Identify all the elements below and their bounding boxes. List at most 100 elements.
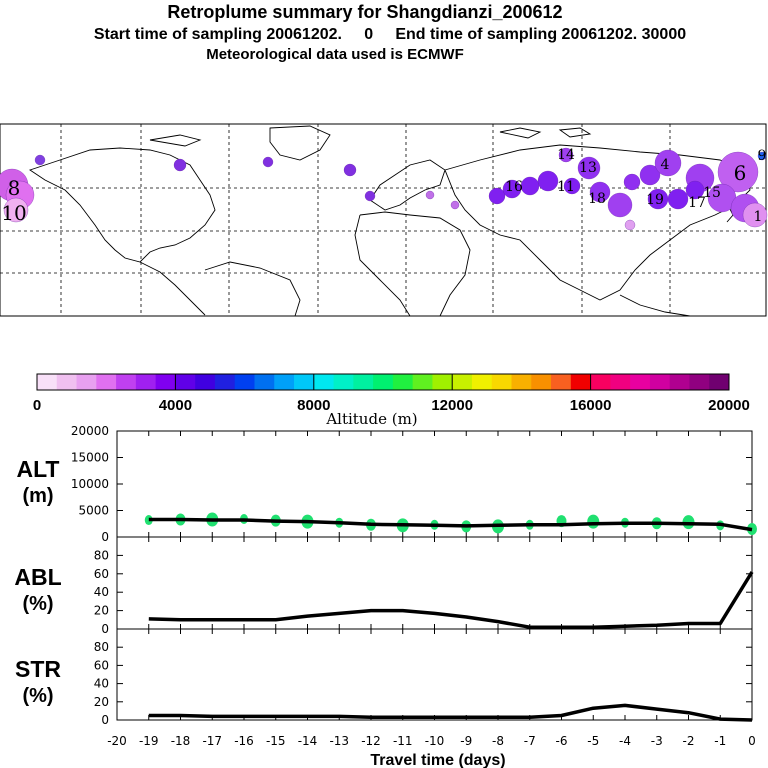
map-trajectory-label: 13 [579,160,597,176]
y-tick-label: 40 [94,677,109,691]
x-axis-title: Travel time (days) [370,752,505,768]
colorbar-swatch [452,374,473,390]
plume-marker [364,190,376,202]
map-trajectory-label: 19 [646,192,664,208]
plume-marker [639,164,661,186]
y-tick-label: 80 [94,548,109,562]
x-tick-label: -20 [107,734,127,748]
plume-marker [685,180,705,200]
panel-ylabel: ABL [14,564,61,590]
colorbar-swatch [610,374,631,390]
plume-marker [502,179,522,199]
y-tick-label: 20 [94,604,109,618]
met-data-note: Meteorological data used is ECMWF [206,46,464,63]
colorbar-swatch [630,374,651,390]
x-tick-label: -11 [393,734,413,748]
x-tick-label: -9 [460,734,472,748]
plume-marker [563,177,581,195]
panel-ylabel: ALT [16,456,59,482]
plume-marker [624,219,636,231]
colorbar-swatch [392,374,414,390]
colorbar-swatch [214,374,236,390]
map-frame [0,123,767,317]
plume-marker [34,154,46,166]
colorbar-swatch [96,374,117,390]
x-tick-label: -17 [202,734,222,748]
x-tick-label: -6 [556,734,568,748]
colorbar-swatch [432,374,453,390]
colorbar-swatch [709,374,730,390]
colorbar-tick-label: 8000 [297,397,330,414]
x-tick-label: -3 [651,734,663,748]
colorbar-swatch [234,374,255,390]
colorbar-swatch [254,374,275,390]
colorbar-swatch [274,374,295,390]
y-tick-label: 40 [94,585,109,599]
coastlines [28,125,751,317]
colorbar-tick-label: 0 [33,397,41,414]
series-line [148,571,754,629]
plume-marker [667,188,689,210]
x-tick-label: -1 [714,734,726,748]
map-trajectory-label: 9 [758,148,767,164]
x-tick-label: -5 [587,734,599,748]
x-tick-label: -16 [234,734,254,748]
colorbar-swatch [175,374,196,390]
colorbar-swatch [649,374,671,390]
colorbar-swatch [353,374,374,390]
plume-marker [757,151,767,161]
map-graticule [0,124,766,316]
y-tick-label: 80 [94,640,109,654]
panel-alt: 0 5000 10000 15000 20000 ALT (m) [16,424,757,544]
y-tick-label: 20000 [71,424,109,438]
colorbar-frame [36,373,730,391]
y-tick-label: 15000 [71,451,109,465]
plume-marker [425,190,435,200]
map-trajectory-label: 8 [8,176,21,200]
map-trajectory-label: 11 [557,179,575,195]
plume-marker [3,197,29,223]
series-line [148,703,753,722]
colorbar-tick-label: 16000 [570,397,612,414]
colorbar-swatch [313,374,335,390]
colorbar-swatch [135,374,157,390]
panel-ylabel: (%) [22,685,53,707]
map-trajectory-label: 18 [588,191,606,207]
plume-marker [717,151,759,193]
colorbar-swatch [590,374,611,390]
y-tick-label: 60 [94,658,109,672]
map-trajectory-label: 14 [557,147,575,163]
x-tick-label: -15 [266,734,286,748]
colorbar-swatch [471,374,493,390]
panel-ylabel: (%) [22,593,53,615]
colorbar-swatch [669,374,690,390]
plume-marker [623,173,641,191]
panel-str: 0 20 40 60 80 STR (%) [15,628,753,727]
x-tick-label: -2 [683,734,695,748]
plume-marker [537,170,559,192]
y-tick-label: 0 [101,713,109,727]
y-tick-label: 60 [94,567,109,581]
map-trajectory-label: 10 [1,201,26,225]
panel-ylabel: (m) [22,485,53,507]
colorbar-tick-label: 20000 [708,397,750,414]
series-line [148,517,753,532]
alt-plume-dot [144,515,153,526]
y-tick-label: 5000 [78,504,109,518]
x-tick-label: 0 [748,734,756,748]
colorbar-title: Altitude (m) [325,410,417,428]
altitude-colorbar: 0 4000 8000 12000 16000 20000 Altitude (m) [33,373,750,428]
colorbar-swatch [491,374,513,390]
colorbar-swatch [570,374,592,390]
plume-marker [589,181,611,203]
colorbar-swatch [56,374,78,390]
y-tick-label: 0 [101,530,109,544]
plume-marker [520,176,540,196]
x-tick-label: -19 [139,734,159,748]
colorbar-swatch [689,374,710,390]
panel-abl: 0 20 40 60 80 ABL (%) [14,536,754,636]
plume-marker [450,200,460,210]
chart-title: Retroplume summary for Shangdianzi_20061… [167,2,563,22]
